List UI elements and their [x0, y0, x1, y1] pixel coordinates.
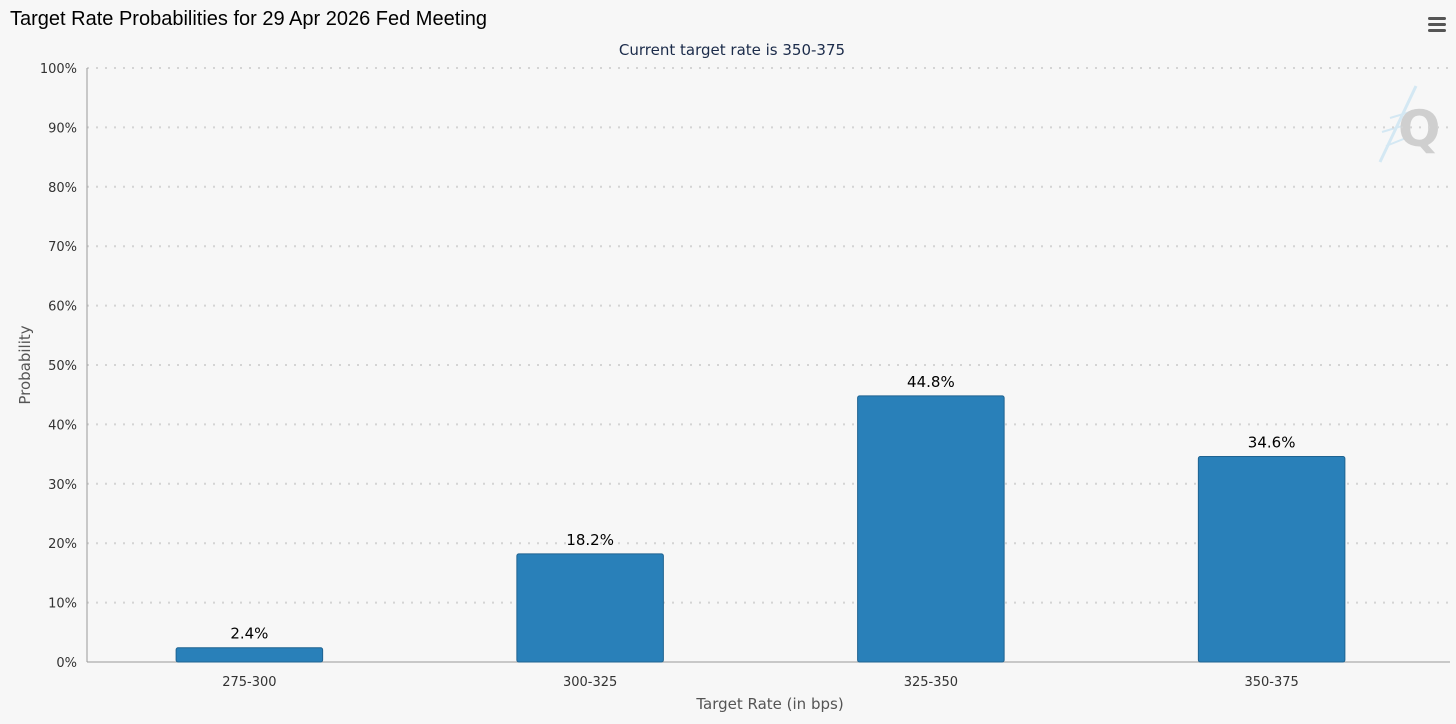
y-tick-label: 80% — [48, 181, 77, 196]
data-label: 2.4% — [230, 625, 268, 643]
x-tick-label: 350-375 — [1244, 675, 1298, 690]
y-tick-label: 50% — [48, 359, 77, 374]
page-title: Target Rate Probabilities for 29 Apr 202… — [10, 8, 487, 30]
x-axis-title: Target Rate (in bps) — [695, 695, 843, 713]
x-tick-label: 300-325 — [563, 675, 617, 690]
chart-subtitle: Current target rate is 350-375 — [619, 41, 845, 59]
y-tick-label: 0% — [56, 656, 77, 671]
menu-bar-middle — [1428, 23, 1446, 26]
data-label: 18.2% — [566, 531, 614, 549]
bar-350-375[interactable] — [1197, 455, 1346, 663]
bar-325-350[interactable] — [857, 395, 1005, 663]
svg-text:Q: Q — [1398, 100, 1441, 158]
y-tick-label: 10% — [48, 597, 77, 612]
hamburger-menu-icon[interactable] — [1424, 14, 1450, 36]
quikstrike-q-logo-icon: Q — [1378, 85, 1441, 163]
y-tick-label: 100% — [40, 62, 77, 77]
y-tick-label: 70% — [48, 240, 77, 255]
bar-300-325[interactable] — [516, 553, 664, 663]
bar-275-300[interactable] — [175, 647, 324, 663]
x-tick-label: 325-350 — [904, 675, 958, 690]
y-tick-label: 60% — [48, 300, 77, 315]
data-label: 34.6% — [1248, 433, 1296, 451]
y-tick-label: 20% — [48, 537, 77, 552]
bars — [175, 395, 1346, 663]
x-tick-label: 275-300 — [222, 675, 276, 690]
menu-bar-top — [1428, 17, 1446, 20]
y-tick-label: 90% — [48, 121, 77, 136]
labels: 0% 10% 20% 30% 40% 50% 60% 70% 80% 90% 100% 2.4% 275… — [40, 62, 1299, 690]
menu-bar-bottom — [1428, 29, 1446, 32]
data-label: 44.8% — [907, 373, 955, 391]
y-tick-label: 40% — [48, 418, 77, 433]
y-tick-label: 30% — [48, 478, 77, 493]
y-axis-title: Probability — [16, 325, 34, 404]
